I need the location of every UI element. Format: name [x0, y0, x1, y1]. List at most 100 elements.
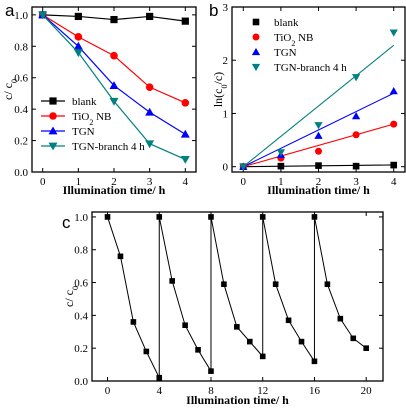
- x-tick-label: 2: [316, 176, 322, 188]
- y-axis-label: ln(c0/c): [211, 72, 229, 107]
- y-tick-label: 0.2: [14, 136, 28, 148]
- data-point: [350, 335, 357, 342]
- data-point: [73, 49, 83, 58]
- data-point: [315, 162, 322, 169]
- data-point: [143, 348, 150, 355]
- legend-marker: [48, 142, 58, 151]
- data-point: [182, 322, 188, 329]
- data-point: [298, 338, 305, 345]
- legend-marker: [251, 47, 261, 56]
- panel-letter: c: [62, 213, 71, 232]
- x-tick-label: 16: [309, 385, 321, 397]
- y-tick-label: 3: [223, 2, 229, 14]
- data-point: [208, 368, 214, 374]
- data-point: [390, 161, 398, 169]
- data-point: [145, 83, 154, 91]
- x-tick-label: 4: [183, 176, 189, 188]
- data-point: [109, 81, 119, 89]
- data-point: [195, 347, 201, 353]
- x-tick-label: 1: [76, 176, 82, 188]
- legend-marker: [251, 63, 261, 72]
- data-point: [181, 17, 189, 25]
- x-tick-label: 0: [40, 176, 46, 188]
- data-point: [181, 99, 190, 107]
- data-point: [352, 131, 360, 139]
- legend-label: TGN-branch 4 h: [72, 141, 145, 153]
- data-point: [74, 33, 83, 41]
- panel-c-chart: 0 4 8 12 16 20 0.0 0.2 0.4 0.6 0.8 1.0c Illumination…: [62, 211, 384, 407]
- legend-marker: [252, 33, 260, 41]
- plot-frame: [91, 211, 384, 382]
- x-tick-label: 4: [157, 385, 163, 397]
- data-point: [363, 345, 369, 351]
- y-tick-label: 0.4: [14, 104, 28, 116]
- data-point: [180, 156, 190, 164]
- x-tick-label: 4: [391, 176, 397, 188]
- y-axis-label: c/ c0: [62, 286, 80, 307]
- x-tick-label: 8: [208, 385, 214, 397]
- data-point: [311, 214, 318, 220]
- fit-line: [243, 92, 394, 168]
- y-tick-label: 0.4: [74, 310, 88, 322]
- data-point: [390, 120, 398, 128]
- y-tick-label: 0.6: [74, 278, 88, 290]
- panel-a-chart: 0 1 2 3 4 0.0 0.2 0.4 0.6 0.8 1.0a Illumination tim…: [1, 1, 197, 197]
- y-axis-label: c/ c0: [1, 79, 19, 100]
- x-tick-label: 3: [147, 176, 153, 188]
- legend-label: TGN: [274, 47, 297, 59]
- data-point: [145, 140, 155, 149]
- data-point: [239, 163, 248, 171]
- fit-line: [242, 44, 395, 168]
- legend-marker: [49, 112, 57, 120]
- x-tick-label: 20: [361, 385, 373, 397]
- data-point: [146, 12, 154, 21]
- x-tick-label: 12: [257, 385, 268, 397]
- data-point: [311, 358, 318, 365]
- data-point: [38, 11, 48, 20]
- x-axis-label: Illumination time/ h: [63, 183, 166, 197]
- x-tick-label: 2: [111, 176, 117, 188]
- legend-label: TGN: [72, 126, 95, 138]
- data-point: [221, 281, 227, 287]
- data-point: [130, 319, 137, 325]
- data-point: [180, 129, 190, 138]
- data-point: [110, 15, 118, 24]
- y-tick-label: 1.0: [74, 212, 88, 224]
- data-point: [315, 147, 322, 155]
- legend-label: blank: [274, 17, 299, 29]
- data-point: [277, 162, 285, 170]
- panel-letter: b: [209, 1, 218, 20]
- data-point: [314, 122, 323, 130]
- data-point: [272, 281, 279, 287]
- legend-label: TGN-branch 4 h: [274, 62, 347, 74]
- legend-marker: [252, 18, 260, 26]
- data-point: [208, 214, 214, 220]
- y-tick-label: 0.8: [14, 41, 28, 53]
- fit-line: [243, 123, 394, 168]
- data-point: [389, 86, 398, 95]
- data-point: [351, 74, 361, 82]
- y-tick-label: 0.0: [74, 376, 88, 388]
- data-point: [156, 374, 163, 381]
- legend-label: TiO2 NB: [72, 111, 111, 127]
- data-point: [337, 315, 344, 322]
- data-point: [389, 29, 398, 37]
- data-point: [259, 214, 266, 220]
- data-point: [352, 162, 360, 170]
- data-point: [351, 111, 361, 120]
- x-axis-label: Illumination time/ h: [186, 393, 289, 407]
- data-point: [324, 281, 331, 287]
- data-point: [109, 97, 119, 106]
- y-tick-label: 0.0: [14, 167, 28, 179]
- data-point: [117, 253, 124, 260]
- data-point: [234, 324, 240, 330]
- data-point: [145, 107, 155, 116]
- data-point: [74, 12, 82, 21]
- x-tick-label: 1: [278, 176, 284, 188]
- y-tick-label: 0.6: [14, 73, 28, 85]
- data-point: [259, 353, 266, 360]
- panel-letter: a: [5, 1, 15, 20]
- x-tick-label: 0: [105, 385, 111, 397]
